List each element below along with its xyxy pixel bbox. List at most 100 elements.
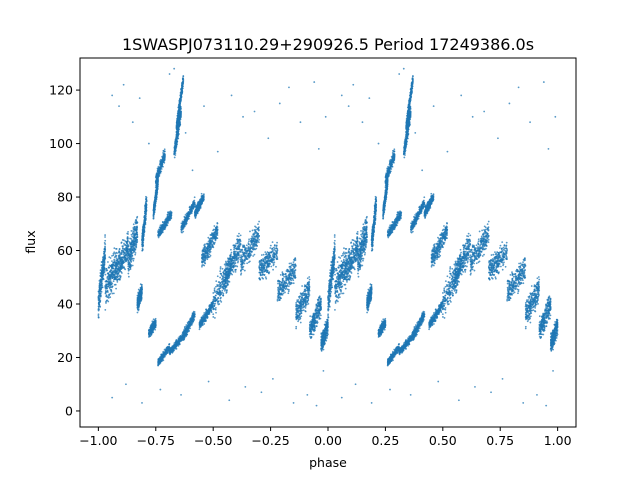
- data-point: [108, 256, 111, 259]
- data-point: [119, 277, 122, 279]
- data-point: [133, 225, 136, 228]
- data-point: [117, 268, 120, 271]
- scatter-points: [97, 67, 559, 407]
- data-point: [98, 285, 101, 287]
- data-point: [365, 225, 368, 228]
- data-point: [383, 323, 386, 326]
- data-point: [352, 251, 355, 253]
- data-point: [136, 235, 139, 238]
- data-point: [331, 286, 334, 289]
- data-point: [158, 226, 161, 229]
- data-point: [327, 316, 330, 319]
- data-point: [121, 263, 124, 266]
- data-point: [387, 229, 389, 232]
- data-point: [346, 268, 349, 271]
- data-point: [367, 288, 370, 291]
- data-point: [103, 266, 106, 268]
- data-point: [364, 248, 366, 251]
- data-point: [351, 249, 354, 252]
- data-point: [367, 308, 370, 311]
- data-point: [366, 235, 368, 238]
- data-point: [132, 240, 135, 243]
- data-point: [373, 222, 376, 225]
- data-point: [358, 265, 360, 268]
- data-point: [374, 210, 377, 212]
- data-point: [334, 308, 336, 311]
- data-point: [115, 287, 117, 290]
- data-point: [134, 243, 137, 246]
- data-point: [331, 270, 334, 273]
- data-point: [380, 330, 382, 333]
- data-point: [365, 229, 368, 232]
- data-point: [153, 322, 156, 324]
- data-point: [102, 269, 105, 271]
- data-point: [108, 273, 110, 276]
- data-point: [104, 286, 107, 289]
- data-point: [390, 231, 393, 234]
- data-point: [346, 260, 348, 262]
- data-point: [345, 264, 348, 267]
- data-point: [356, 233, 359, 235]
- data-point: [122, 251, 125, 253]
- data-point: [130, 230, 133, 232]
- data-point: [356, 237, 359, 240]
- data-point: [329, 290, 332, 292]
- data-point: [393, 148, 396, 151]
- data-point: [116, 264, 119, 267]
- data-point: [351, 239, 354, 241]
- data-point: [334, 300, 337, 303]
- data-point: [327, 314, 329, 317]
- data-point: [333, 259, 336, 262]
- data-point: [132, 230, 135, 232]
- data-point: [370, 291, 373, 293]
- data-point: [335, 267, 337, 270]
- data-point: [373, 216, 376, 219]
- data-point: [344, 283, 347, 286]
- data-point: [153, 201, 155, 204]
- data-point: [152, 216, 155, 219]
- data-point: [350, 242, 352, 244]
- data-point: [136, 304, 139, 307]
- data-point: [105, 284, 108, 286]
- data-point: [97, 314, 100, 317]
- data-point: [357, 275, 360, 278]
- data-point: [100, 282, 103, 285]
- data-point: [330, 284, 332, 286]
- data-point: [125, 242, 128, 245]
- data-point: [128, 258, 131, 261]
- data-point: [329, 278, 331, 281]
- data-point: [169, 213, 172, 216]
- data-point: [130, 250, 133, 253]
- data-point: [109, 275, 112, 277]
- data-point: [344, 261, 347, 264]
- data-point: [333, 239, 336, 242]
- data-point: [162, 226, 165, 229]
- data-point: [358, 248, 361, 250]
- data-point: [112, 280, 115, 283]
- data-point: [371, 245, 374, 248]
- data-point: [113, 251, 116, 254]
- data-point: [382, 209, 385, 212]
- data-point: [338, 277, 341, 280]
- data-point: [358, 241, 361, 243]
- data-point: [98, 286, 101, 289]
- data-point: [160, 231, 163, 234]
- data-point: [112, 261, 115, 264]
- data-point: [360, 244, 363, 246]
- data-point: [106, 275, 109, 278]
- data-point: [122, 261, 125, 264]
- data-point: [383, 328, 386, 331]
- data-point: [121, 239, 124, 241]
- data-point: [328, 292, 330, 295]
- data-point: [136, 240, 139, 242]
- data-point: [342, 280, 345, 283]
- data-point: [114, 283, 117, 286]
- data-point: [135, 220, 138, 222]
- data-point: [366, 311, 368, 314]
- data-point: [353, 267, 355, 270]
- data-point: [340, 290, 342, 293]
- data-point: [98, 296, 101, 298]
- data-point: [101, 278, 104, 281]
- data-point: [356, 230, 359, 233]
- data-point: [105, 267, 108, 270]
